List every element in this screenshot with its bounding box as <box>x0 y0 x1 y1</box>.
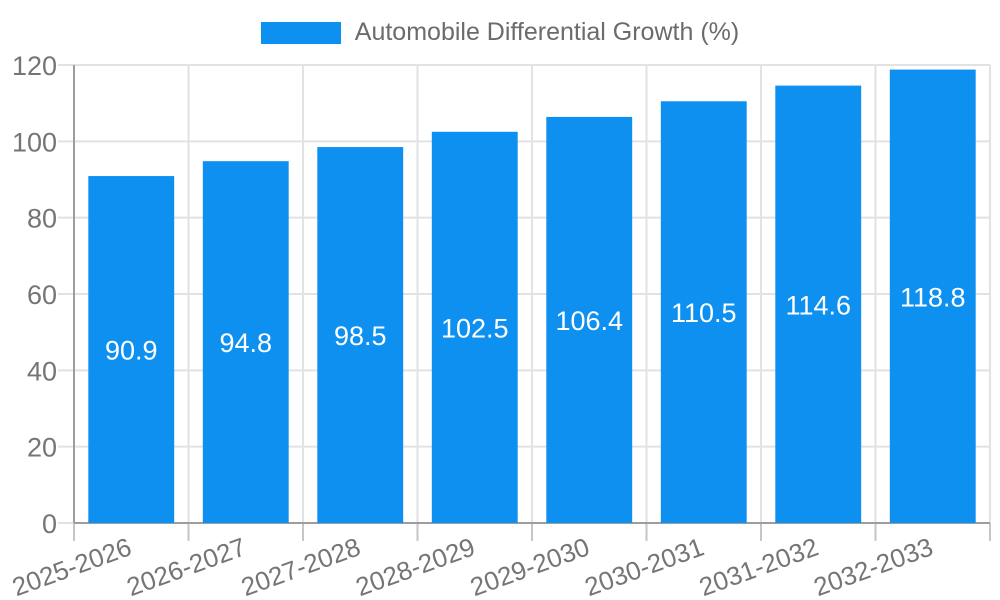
legend: Automobile Differential Growth (%) <box>0 18 1000 47</box>
bar-2026-2027 <box>202 161 289 523</box>
y-axis-tick-label: 80 <box>27 204 57 234</box>
bar-2027-2028 <box>317 147 404 523</box>
legend-swatch <box>260 21 341 44</box>
y-axis-tick-label: 40 <box>27 356 57 386</box>
x-axis-tick-label: 2030-2031 <box>581 531 708 600</box>
bar-2032-2033 <box>889 69 976 523</box>
bar-value-label: 118.8 <box>900 282 966 312</box>
bar-value-label: 90.9 <box>105 336 158 366</box>
bar-value-label: 110.5 <box>671 298 737 328</box>
x-axis-tick-label: 2032-2033 <box>810 531 937 600</box>
bar-value-label: 102.5 <box>441 313 509 343</box>
x-axis-tick-label: 2028-2029 <box>352 531 479 600</box>
y-axis-tick-label: 20 <box>27 433 57 463</box>
y-axis-tick-label: 60 <box>27 280 57 310</box>
x-axis-tick-label: 2027-2028 <box>237 531 364 600</box>
legend-label: Automobile Differential Growth (%) <box>354 18 740 46</box>
bar-2025-2026 <box>88 176 175 523</box>
bar-2028-2029 <box>431 131 518 523</box>
x-axis-tick-label: 2025-2026 <box>8 531 135 600</box>
y-axis-tick-label: 0 <box>42 509 57 539</box>
bar-2030-2031 <box>660 101 747 523</box>
y-axis-tick-label: 100 <box>12 127 57 157</box>
bar-value-label: 98.5 <box>334 321 387 351</box>
bar-value-label: 106.4 <box>555 306 623 336</box>
bar-value-label: 94.8 <box>219 328 272 358</box>
bar-2029-2030 <box>546 116 633 523</box>
bar-value-label: 114.6 <box>785 290 851 320</box>
x-axis-tick-label: 2026-2027 <box>123 531 250 600</box>
bar-2031-2032 <box>775 85 862 524</box>
x-axis-tick-label: 2029-2030 <box>466 531 593 600</box>
y-axis-tick-label: 120 <box>12 51 57 81</box>
x-axis-tick-label: 2031-2032 <box>695 531 822 600</box>
